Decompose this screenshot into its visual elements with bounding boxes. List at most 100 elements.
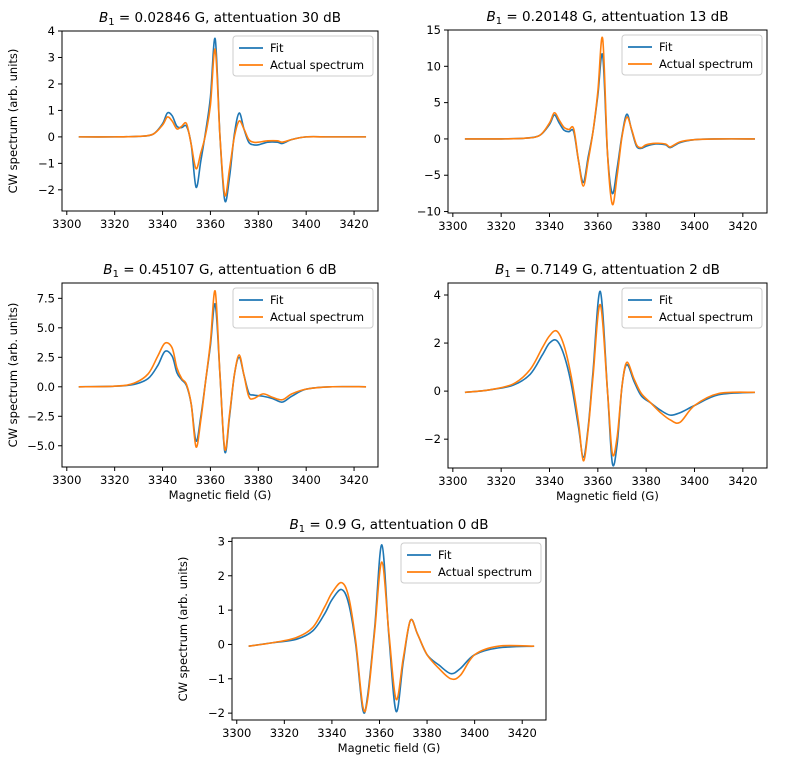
y-tick-label: −10 [417,205,441,219]
y-tick-label: 0 [218,637,225,651]
x-tick-label: 3360 [196,473,225,487]
x-tick-label: 3340 [148,473,177,487]
x-tick-label: 3400 [292,473,321,487]
title-text: = 0.20148 G, attentuation 13 dB [502,9,728,25]
title-text: = 0.7149 G, attentuation 2 dB [511,262,720,278]
legend-label: Actual spectrum [270,310,364,324]
y-tick-label: 10 [426,59,441,73]
x-tick-label: 3360 [583,474,612,488]
x-axis-label: Magnetic field (G) [338,741,441,755]
x-tick-label: 3400 [460,726,489,740]
legend-label: Fit [270,293,284,307]
x-tick-label: 3300 [438,474,467,488]
y-tick-label: −5 [424,168,441,182]
title-text: = 0.9 G, attentuation 0 dB [305,517,488,533]
legend: Fit Actual spectrum [232,287,374,329]
y-tick-label: 2 [218,569,225,583]
x-tick-label: 3420 [728,219,757,233]
title-symbol: B [99,10,108,26]
x-tick-label: 3380 [632,219,661,233]
legend: Fit Actual spectrum [232,35,374,77]
legend-label: Fit [438,548,452,562]
y-tick-label: 2 [48,77,55,91]
x-tick-label: 3300 [52,473,81,487]
chart-title: B1 = 0.45107 G, attentuation 6 dB [103,262,336,280]
y-tick-label: 2 [434,336,441,350]
x-tick-label: 3420 [339,473,368,487]
series-line-actual-spectrum [248,561,535,713]
x-tick-label: 3320 [100,473,129,487]
x-tick-label: 3360 [583,219,612,233]
axes-frame [61,282,379,468]
legend-box [232,287,374,329]
x-tick-label: 3300 [438,219,467,233]
title-subscript: 1 [496,16,502,27]
y-tick-label: 5.0 [37,321,55,335]
x-tick-label: 3340 [535,474,564,488]
chart-title: B1 = 0.7149 G, attentuation 2 dB [495,262,720,280]
y-tick-label: −2 [38,183,55,197]
y-tick-label: 15 [426,23,441,37]
x-tick-label: 3300 [52,217,81,231]
series-line-fit [78,303,367,454]
x-tick-label: 3400 [292,217,321,231]
x-axis-label: Magnetic field (G) [556,489,659,503]
title-text: = 0.02846 G, attentuation 30 dB [115,10,341,26]
x-tick-label: 3420 [728,474,757,488]
series-line-actual-spectrum [464,303,755,462]
legend-label: Actual spectrum [659,310,753,324]
series-line-actual-spectrum [78,290,367,451]
y-tick-label: 4 [434,288,441,302]
chart-title: B1 = 0.02846 G, attentuation 30 dB [99,10,341,28]
y-tick-label: 3 [218,534,225,548]
y-tick-label: 4 [48,24,55,38]
x-tick-label: 3380 [632,474,661,488]
legend-label: Fit [659,40,673,54]
axes-frame [447,29,768,214]
y-axis-label: CW spectrum (arb. units) [176,557,190,702]
y-tick-label: 0 [434,132,441,146]
title-symbol: B [495,262,504,278]
y-tick-label: 3 [48,50,55,64]
legend-box [621,34,763,76]
x-tick-label: 3420 [339,217,368,231]
legend-label: Actual spectrum [438,565,532,579]
y-tick-label: 0 [434,384,441,398]
y-tick-label: −1 [38,156,55,170]
series-line-actual-spectrum [78,48,367,197]
x-tick-label: 3380 [244,473,273,487]
x-tick-label: 3360 [365,726,394,740]
legend: Fit Actual spectrum [621,34,763,76]
axes-frame [447,282,768,469]
x-tick-label: 3320 [100,217,129,231]
x-tick-label: 3320 [487,219,516,233]
legend-label: Fit [270,41,284,55]
axes-frame [61,30,379,212]
legend-box [232,35,374,77]
x-tick-label: 3300 [222,726,251,740]
legend: Fit Actual spectrum [621,287,763,329]
x-tick-label: 3420 [508,726,537,740]
y-tick-label: 0.0 [37,380,55,394]
x-tick-label: 3380 [412,726,441,740]
title-symbol: B [487,9,496,25]
y-tick-label: −5.0 [27,439,55,453]
legend-label: Actual spectrum [270,58,364,72]
x-tick-label: 3340 [148,217,177,231]
subplot-4: 3300 3320 3340 3360 3380 3400 3420 −2 0 2 4 B1 = 0.… [424,262,768,503]
legend-label: Actual spectrum [659,57,753,71]
title-symbol: B [103,262,112,278]
y-tick-label: 2.5 [37,350,55,364]
legend-box [400,542,542,584]
y-tick-label: 1 [48,103,55,117]
x-tick-label: 3320 [487,474,516,488]
title-subscript: 1 [113,269,119,280]
y-axis-label: CW spectrum (arb. units) [6,303,20,448]
chart-title: B1 = 0.20148 G, attentuation 13 dB [487,9,729,27]
x-tick-label: 3320 [270,726,299,740]
title-subscript: 1 [299,524,305,535]
y-tick-label: 0 [48,130,55,144]
series-line-fit [248,544,535,714]
